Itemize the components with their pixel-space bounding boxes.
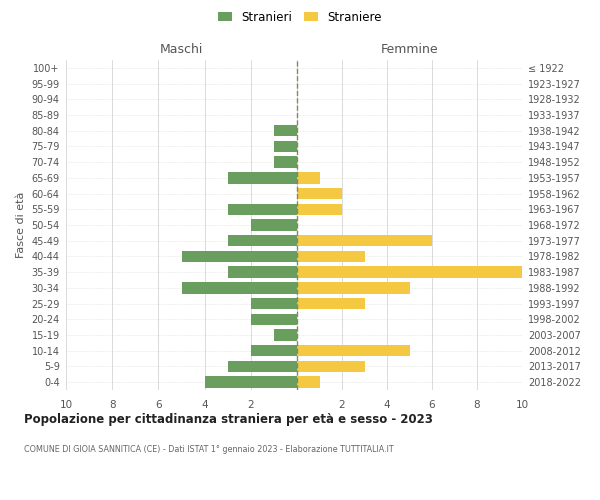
Y-axis label: Anni di nascita: Anni di nascita [599,184,600,266]
Bar [297,204,342,215]
Bar [182,282,297,294]
Bar [228,235,297,246]
Bar [274,330,297,340]
Bar [251,345,297,356]
Bar [297,376,320,388]
Bar [205,376,297,388]
Text: Popolazione per cittadinanza straniera per età e sesso - 2023: Popolazione per cittadinanza straniera p… [24,412,433,426]
Legend: Stranieri, Straniere: Stranieri, Straniere [213,6,387,28]
Title: Maschi: Maschi [160,43,203,56]
Bar [297,251,365,262]
Bar [297,282,409,294]
Bar [274,125,297,136]
Text: COMUNE DI GIOIA SANNITICA (CE) - Dati ISTAT 1° gennaio 2023 - Elaborazione TUTTI: COMUNE DI GIOIA SANNITICA (CE) - Dati IS… [24,446,394,454]
Bar [274,141,297,152]
Bar [251,298,297,309]
Bar [251,220,297,230]
Bar [297,266,522,278]
Bar [228,204,297,215]
Y-axis label: Fasce di età: Fasce di età [16,192,26,258]
Bar [297,172,320,184]
Bar [297,345,409,356]
Bar [228,266,297,278]
Bar [228,361,297,372]
Bar [297,235,432,246]
Bar [182,251,297,262]
Bar [274,156,297,168]
Bar [297,188,342,199]
Bar [297,361,365,372]
Title: Femmine: Femmine [380,43,439,56]
Bar [251,314,297,325]
Bar [297,298,365,309]
Bar [228,172,297,184]
